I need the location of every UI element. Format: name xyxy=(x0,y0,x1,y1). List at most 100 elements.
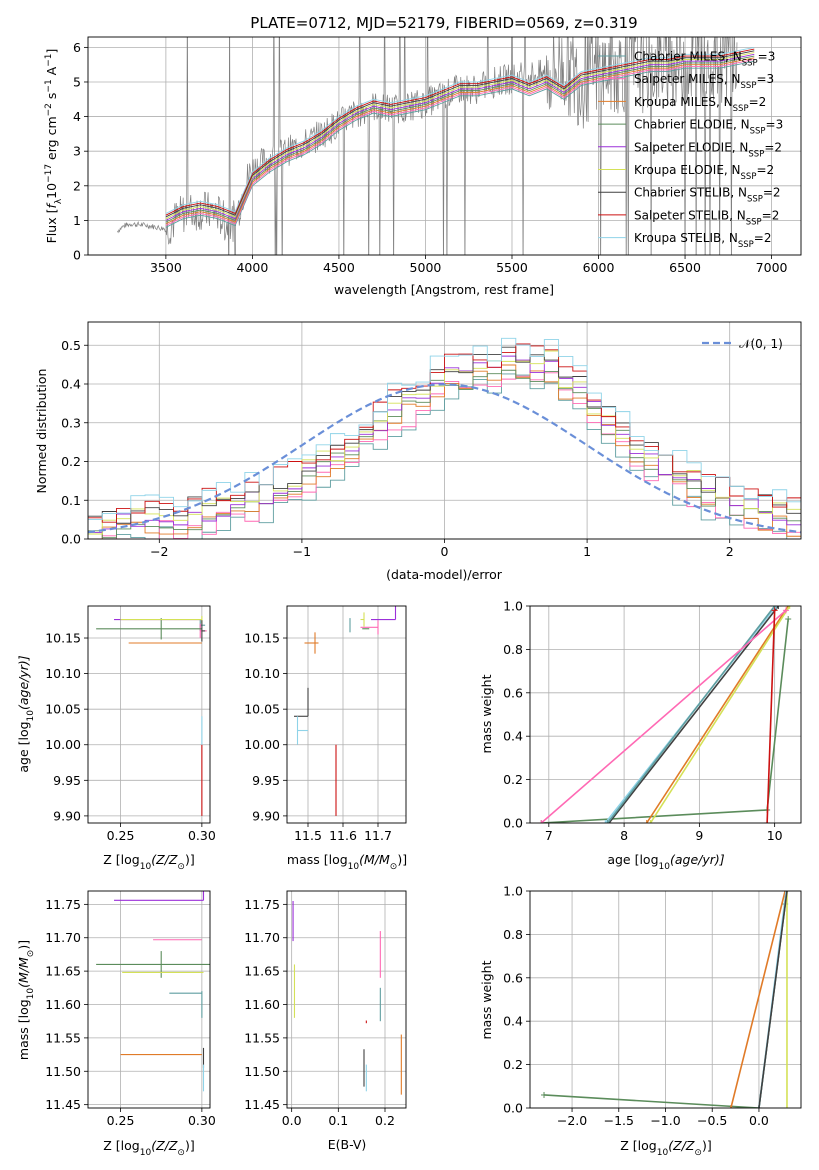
histogram-step xyxy=(88,337,801,520)
y-tick-label: 0.3 xyxy=(61,415,81,430)
legend: Chabrier MILES, NSSP=3 Salpeter MILES, NS… xyxy=(598,50,783,250)
model-spectrum-line xyxy=(165,53,755,221)
y-tick-label: 9.95 xyxy=(252,773,280,788)
mass-weight-line xyxy=(766,610,776,823)
x-tick-label: 5500 xyxy=(496,260,528,275)
legend-entry-label: Kroupa STELIB, NSSP=2 xyxy=(634,231,772,250)
plot-area xyxy=(538,606,793,823)
axes-frame xyxy=(286,890,407,1109)
y-tick-label: 0.4 xyxy=(503,1014,523,1029)
x-axis-label: Z [log10(Z/Z⊙)] xyxy=(620,1138,711,1158)
y-tick-label: 0.2 xyxy=(61,454,81,469)
x-tick-label: 0.30 xyxy=(188,1113,216,1128)
legend: 𝒩(0, 1) xyxy=(702,337,783,351)
y-tick-label: 0.8 xyxy=(503,642,523,657)
x-tick-label: 9 xyxy=(695,828,703,843)
chart-age_vs_mass: 11.5 11.6 11.7 9.90 9.95 10.00 10.05 10.10 10.15… xyxy=(244,605,407,872)
mass-weight-line xyxy=(606,606,776,823)
y-tick-label: 0.6 xyxy=(503,970,523,985)
y-axis-label: mass weight xyxy=(479,960,494,1039)
y-tick-label: 0.2 xyxy=(503,772,523,787)
x-tick-label: −1 xyxy=(293,544,311,559)
y-tick-label: 1.0 xyxy=(503,884,523,899)
x-tick-label: 7 xyxy=(545,828,553,843)
x-tick-label: −2.0 xyxy=(557,1113,587,1128)
mass-weight-line xyxy=(646,606,789,823)
legend-entry-label: Salpeter MILES, NSSP=3 xyxy=(634,72,774,91)
mass-weight-line xyxy=(758,891,788,1108)
chart-mass_weight_vs_age: 7 8 9 10 0.0 0.2 0.4 0.6 0.8 1.0 age [log10(age/yr… xyxy=(479,599,802,872)
plot-area xyxy=(294,606,397,816)
y-tick-label: 11.55 xyxy=(45,1030,81,1045)
x-tick-label: 0.1 xyxy=(328,1113,348,1128)
plot-area xyxy=(88,337,801,539)
x-axis-label: (data-model)/error xyxy=(386,567,503,582)
y-tick-label: 1.0 xyxy=(503,599,523,614)
x-tick-label: 6500 xyxy=(669,260,701,275)
x-axis-label: wavelength [Angstrom, rest frame] xyxy=(334,282,554,297)
y-tick-label: 0.5 xyxy=(61,338,81,353)
histogram-step xyxy=(88,343,801,523)
axes-frame xyxy=(286,605,407,824)
y-tick-label: 11.75 xyxy=(244,897,280,912)
x-tick-label: −1.0 xyxy=(650,1113,680,1128)
y-tick-label: 4 xyxy=(73,109,81,124)
y-tick-label: 10.10 xyxy=(244,666,280,681)
y-tick-label: 11.65 xyxy=(244,964,280,979)
x-tick-label: 2 xyxy=(726,544,734,559)
y-tick-label: 11.60 xyxy=(45,997,81,1012)
model-spectrum-line xyxy=(165,59,755,226)
y-tick-label: 11.60 xyxy=(244,997,280,1012)
legend-entry-label: Salpeter STELIB, NSSP=2 xyxy=(634,208,779,227)
y-tick-label: 0.4 xyxy=(503,729,523,744)
model-spectrum-line xyxy=(165,46,755,214)
y-tick-label: 0.8 xyxy=(503,927,523,942)
y-tick-label: 11.70 xyxy=(244,930,280,945)
y-tick-label: 9.90 xyxy=(53,808,81,823)
y-tick-label: 9.90 xyxy=(252,808,280,823)
y-tick-label: 0.4 xyxy=(61,377,81,392)
plot-area xyxy=(96,615,207,816)
axes-frame xyxy=(87,890,211,1109)
y-axis-label: mass [log10(M/M⊙)] xyxy=(16,940,36,1060)
histogram-step xyxy=(88,350,801,535)
x-tick-label: 5000 xyxy=(410,260,442,275)
x-tick-label: 0.2 xyxy=(375,1113,395,1128)
x-axis-label: mass [log10(M/M⊙)] xyxy=(287,852,407,872)
y-tick-label: 11.45 xyxy=(45,1097,81,1112)
x-tick-label: 11.6 xyxy=(329,828,357,843)
x-tick-label: 7000 xyxy=(756,260,788,275)
x-tick-label: 0.25 xyxy=(107,1113,135,1128)
y-axis-label: Normed distribution xyxy=(34,369,49,494)
y-tick-label: 2 xyxy=(73,178,81,193)
observed-spectrum-line xyxy=(117,37,738,255)
y-tick-label: 10.05 xyxy=(244,702,280,717)
histogram-step xyxy=(88,372,801,539)
model-spectrum-line xyxy=(165,50,755,218)
x-tick-label: 0.0 xyxy=(282,1113,302,1128)
model-spectrum-line xyxy=(165,52,755,220)
y-tick-label: 10.00 xyxy=(244,737,280,752)
x-tick-label: 4000 xyxy=(236,260,268,275)
axes-frame xyxy=(87,605,211,824)
legend-entry-label: Chabrier MILES, NSSP=3 xyxy=(634,50,775,69)
chart-spectrum: 3500 4000 4500 5000 5500 6000 6500 7000 0 1 2 3 4 5 6 w… xyxy=(44,36,802,297)
x-tick-label: 3500 xyxy=(150,260,182,275)
y-tick-label: 0.6 xyxy=(503,685,523,700)
y-tick-label: 0.0 xyxy=(61,532,81,547)
legend-entry-label: Chabrier STELIB, NSSP=2 xyxy=(634,186,781,205)
x-tick-label: 1 xyxy=(583,544,591,559)
x-axis-label: E(B-V) xyxy=(328,1137,367,1152)
mass-weight-line xyxy=(540,609,787,823)
x-tick-label: −2 xyxy=(150,544,168,559)
x-tick-label: 11.5 xyxy=(294,828,322,843)
legend-entry-label: Kroupa ELODIE, NSSP=2 xyxy=(634,163,774,182)
y-tick-label: 0.2 xyxy=(503,1057,523,1072)
x-tick-label: 0.30 xyxy=(188,828,216,843)
x-tick-label: 8 xyxy=(620,828,628,843)
plot-area xyxy=(292,901,402,1095)
x-axis-label: Z [log10(Z/Z⊙)] xyxy=(103,1138,194,1158)
axes-frame xyxy=(87,36,802,256)
mass-weight-line xyxy=(730,891,786,1108)
